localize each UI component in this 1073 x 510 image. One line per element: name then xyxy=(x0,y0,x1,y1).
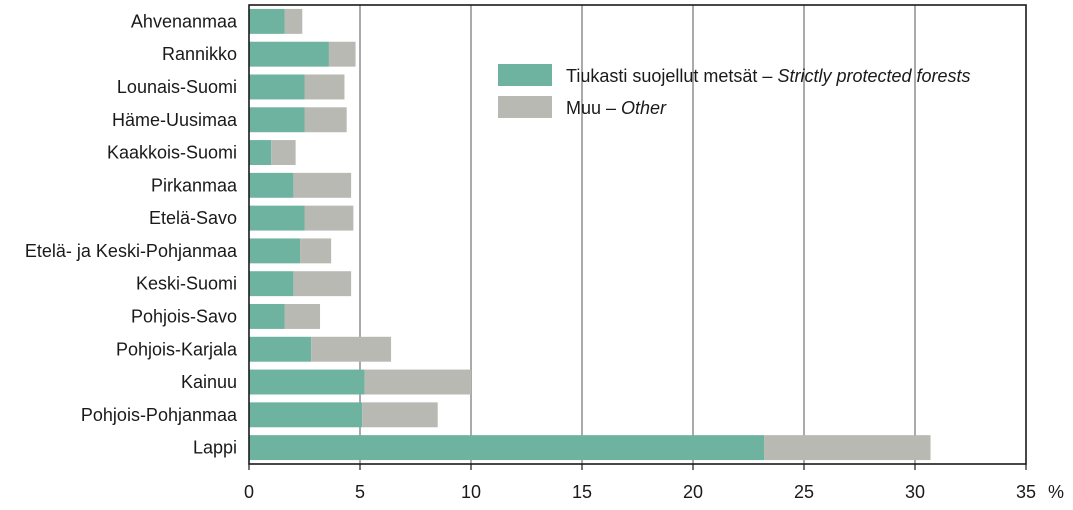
bar-other xyxy=(284,8,303,34)
bar-protected xyxy=(249,402,363,428)
bar-protected xyxy=(249,8,285,34)
x-tick-label-30: 30 xyxy=(905,482,925,502)
legend: Tiukasti suojellut metsät – Strictly pro… xyxy=(498,64,971,118)
bar-other xyxy=(284,304,321,329)
bar-protected xyxy=(249,74,305,100)
bar-protected xyxy=(249,238,301,264)
bar-protected xyxy=(249,435,765,461)
x-tick-label-5: 5 xyxy=(355,482,365,502)
x-tick-label-25: 25 xyxy=(794,482,814,502)
bar-other xyxy=(304,205,354,231)
bar-protected xyxy=(249,205,305,231)
bar-other xyxy=(304,107,347,133)
legend-series-1-name: Tiukasti suojellut metsät xyxy=(566,66,757,86)
category-label: Keski-Suomi xyxy=(136,274,237,294)
category-label: Rannikko xyxy=(162,44,237,64)
bar-protected xyxy=(249,336,312,362)
x-tick-label-35: 35 xyxy=(1016,482,1036,502)
x-tick-label-15: 15 xyxy=(572,482,592,502)
legend-series-2-name: Muu xyxy=(566,98,601,118)
category-label: Kaakkois-Suomi xyxy=(107,143,237,163)
legend-label-other: Muu – Other xyxy=(566,98,667,118)
bars xyxy=(249,8,931,461)
legend-dash-2: – xyxy=(601,98,621,118)
category-label: Lounais-Suomi xyxy=(117,77,237,97)
bar-protected xyxy=(249,140,272,165)
category-label: Pohjois-Pohjanmaa xyxy=(81,405,238,425)
category-label: Ahvenanmaa xyxy=(131,11,238,31)
bar-protected xyxy=(249,271,294,297)
category-label: Pohjois-Karjala xyxy=(116,339,238,359)
bar-protected xyxy=(249,172,294,198)
category-label: Kainuu xyxy=(181,372,237,392)
x-tick-label-20: 20 xyxy=(683,482,703,502)
x-tick-label-10: 10 xyxy=(461,482,481,502)
bar-other xyxy=(311,336,392,362)
category-label: Pirkanmaa xyxy=(151,175,238,195)
category-label: Häme-Uusimaa xyxy=(112,110,238,130)
x-tick-label-0: 0 xyxy=(244,482,254,502)
bar-protected xyxy=(249,304,285,329)
category-label: Pohjois-Savo xyxy=(131,306,237,326)
x-tick-labels: 0 5 10 15 20 25 30 35% xyxy=(244,464,1064,502)
category-label: Etelä-Savo xyxy=(149,208,237,228)
plot-frame xyxy=(248,4,1027,465)
category-label: Lappi xyxy=(193,438,237,458)
bar-other xyxy=(328,41,356,67)
legend-label-protected: Tiukasti suojellut metsät – Strictly pro… xyxy=(566,66,971,86)
bar-other xyxy=(293,172,352,198)
legend-swatch-other xyxy=(498,96,552,118)
category-label: Etelä- ja Keski-Pohjanmaa xyxy=(25,241,238,261)
legend-dash-1: – xyxy=(757,66,777,86)
legend-series-2-name-en: Other xyxy=(621,98,667,118)
bar-protected xyxy=(249,41,329,67)
bar-other xyxy=(304,74,345,100)
bar-other xyxy=(293,271,352,297)
bar-other xyxy=(362,402,438,428)
bar-protected xyxy=(249,107,305,133)
category-labels: Ahvenanmaa Rannikko Lounais-Suomi Häme-Uusi… xyxy=(25,11,238,457)
bar-other xyxy=(364,369,471,395)
bar-other xyxy=(764,435,931,461)
bar-other xyxy=(300,238,332,264)
legend-swatch-protected xyxy=(498,64,552,86)
x-unit-label: % xyxy=(1048,482,1064,502)
legend-series-1-name-en: Strictly protected forests xyxy=(777,66,970,86)
bar-other xyxy=(271,140,296,165)
bar-protected xyxy=(249,369,365,395)
